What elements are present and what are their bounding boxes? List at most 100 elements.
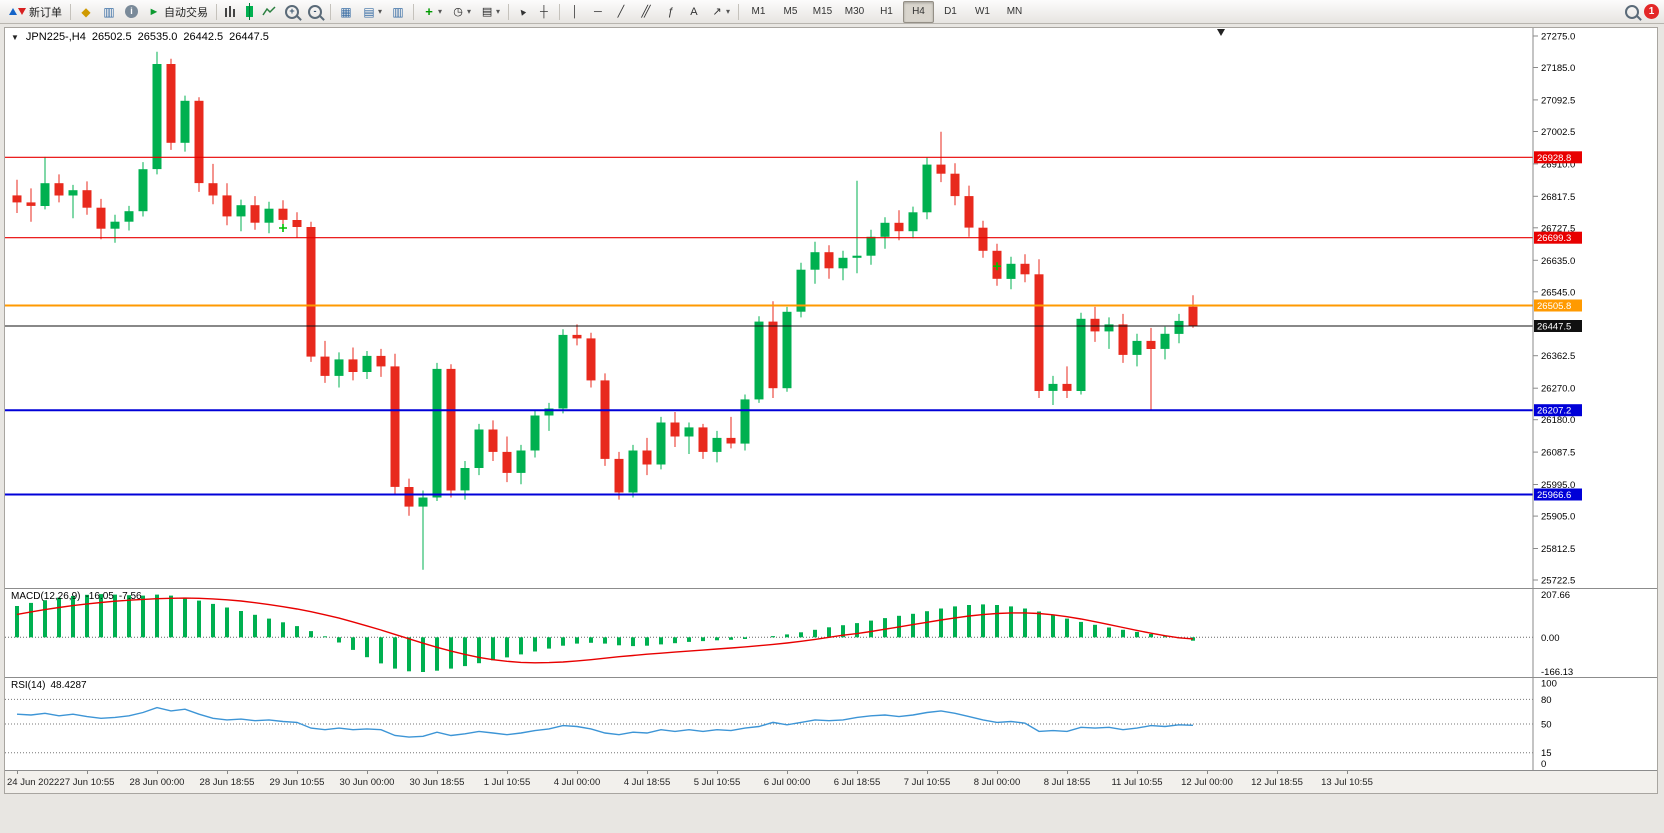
toolbar-separator — [737, 3, 739, 20]
notification-badge[interactable]: 1 — [1644, 4, 1659, 19]
new-order-button[interactable]: 新订单 — [5, 1, 66, 23]
time-axis-tick — [1277, 771, 1278, 774]
channel-button[interactable]: ╱╱ — [633, 1, 659, 23]
ohlc-open: 26502.5 — [91, 31, 132, 43]
timeframe-button-w1[interactable]: W1 — [974, 6, 990, 17]
zoom-out-button[interactable]: - — [304, 1, 326, 23]
periods-button[interactable]: ◷ ▾ — [447, 1, 475, 23]
svg-text:27185.0: 27185.0 — [1541, 63, 1575, 74]
arrows-button[interactable]: ↗ ▾ — [706, 1, 734, 23]
candlestick-button[interactable] — [242, 1, 257, 23]
macd-value-signal: -7.56 — [118, 591, 142, 602]
tile-windows-button[interactable]: ▦ — [335, 1, 357, 23]
cascade-windows-button[interactable]: ▤ ▾ — [358, 1, 386, 23]
indicators-button[interactable]: + ▾ — [418, 1, 446, 23]
svg-text:25966.6: 25966.6 — [1537, 490, 1571, 501]
timeframe-button-h4[interactable]: H4 — [902, 0, 934, 23]
timeframe-button-h1[interactable]: H1 — [880, 6, 893, 17]
line-chart-button[interactable] — [258, 1, 280, 23]
bar-chart-button[interactable] — [221, 1, 241, 23]
new-order-icon — [9, 8, 26, 15]
toolbar-separator — [216, 3, 217, 20]
timeframe-button-m5[interactable]: M5 — [783, 6, 798, 17]
bar-chart-icon — [225, 6, 237, 17]
chart-window: ▼ JPN225-,H4 26502.5 26535.0 26442.5 264… — [4, 27, 1658, 794]
text-tool-icon: A — [690, 5, 698, 18]
svg-text:25995.0: 25995.0 — [1541, 480, 1575, 491]
help-icon: i — [125, 5, 138, 18]
time-axis-label: 6 Jul 00:00 — [763, 777, 811, 788]
metaeditor-icon: ◆ — [81, 4, 91, 19]
search-button[interactable] — [1621, 1, 1643, 23]
toolbar-separator — [558, 3, 560, 20]
svg-text:25905.0: 25905.0 — [1541, 512, 1575, 523]
symbol-period-label: JPN225-,H4 — [25, 31, 86, 43]
zoom-in-button[interactable]: + — [281, 1, 303, 23]
timeframe-button-m30[interactable]: M30 — [844, 6, 865, 17]
time-axis-tick — [1137, 771, 1138, 774]
timeframe-button-d1[interactable]: D1 — [944, 6, 957, 17]
rsi-plot[interactable]: 100 80 50 15 0 — [5, 678, 1657, 770]
macd-plot[interactable]: 207.66 0.00 -166.13 — [5, 589, 1657, 677]
svg-text:26545.0: 26545.0 — [1541, 287, 1575, 298]
vertical-line-button[interactable]: │ — [564, 1, 586, 23]
timeframe-button-mn[interactable]: MN — [1006, 6, 1023, 17]
timeframe-button-m15[interactable]: M15 — [812, 6, 833, 17]
time-axis-tick — [577, 771, 578, 774]
market-watch-button[interactable]: ▥ — [98, 1, 120, 23]
svg-text:26928.8: 26928.8 — [1537, 153, 1571, 164]
time-axis-label: 28 Jun 00:00 — [129, 777, 185, 788]
templates-icon: ▤ — [481, 5, 493, 18]
rsi-header-overlay: RSI(14) 48.4287 — [11, 680, 87, 691]
horizontal-line-button[interactable]: ─ — [587, 1, 609, 23]
chart-header-overlay: ▼ JPN225-,H4 26502.5 26535.0 26442.5 264… — [11, 31, 269, 43]
time-axis-tick — [437, 771, 438, 774]
time-axis-label: 24 Jun 2022 — [7, 777, 60, 788]
dropdown-icon: ▾ — [378, 7, 383, 16]
toolbar-separator — [413, 3, 415, 20]
help-button[interactable]: i — [121, 1, 142, 23]
dropdown-icon: ▾ — [467, 7, 472, 16]
cascade-windows-icon: ▤ — [363, 4, 375, 19]
cursor-icon: ▲ — [515, 4, 530, 19]
time-axis-tick — [367, 771, 368, 774]
svg-text:50: 50 — [1541, 720, 1552, 731]
svg-text:207.66: 207.66 — [1541, 590, 1570, 601]
svg-text:26087.5: 26087.5 — [1541, 448, 1575, 459]
cursor-button[interactable]: ▲ — [513, 1, 532, 23]
channel-icon: ╱╱ — [641, 5, 650, 18]
time-axis-tick — [717, 771, 718, 774]
fibonacci-button[interactable]: ƒ — [660, 1, 682, 23]
rsi-label: RSI(14) — [11, 680, 46, 691]
time-axis-tick — [1347, 771, 1348, 774]
macd-panel[interactable]: MACD(12,26,9) -16.05 -7.56 207.66 0.00 -16… — [5, 588, 1657, 677]
svg-text:27092.5: 27092.5 — [1541, 95, 1575, 106]
time-axis[interactable]: 24 Jun 2022 27 Jun 10:55 28 Jun 00:00 28 Ju… — [5, 770, 1657, 793]
main-chart-panel[interactable]: ▼ JPN225-,H4 26502.5 26535.0 26442.5 264… — [5, 28, 1657, 588]
time-axis-label: 12 Jul 18:55 — [1251, 777, 1303, 788]
text-tool-button[interactable]: A — [683, 1, 705, 23]
svg-text:26180.0: 26180.0 — [1541, 415, 1575, 426]
rsi-panel[interactable]: RSI(14) 48.4287 100 80 50 15 0 — [5, 677, 1657, 770]
time-axis-tick — [997, 771, 998, 774]
autotrading-button[interactable]: ► 自动交易 — [143, 1, 212, 23]
trendline-button[interactable]: ╱ — [610, 1, 632, 23]
crosshair-icon: ┼ — [540, 5, 548, 18]
macd-header-overlay: MACD(12,26,9) -16.05 -7.56 — [11, 591, 142, 602]
svg-text:0: 0 — [1541, 759, 1546, 770]
window-list-button[interactable]: ▥ — [387, 1, 409, 23]
templates-button[interactable]: ▤ ▾ — [476, 1, 504, 23]
svg-text:27275.0: 27275.0 — [1541, 32, 1575, 43]
metaeditor-button[interactable]: ◆ — [75, 1, 97, 23]
symbol-dropdown-icon[interactable]: ▼ — [11, 32, 19, 42]
main-chart-plot[interactable]: 27275.0 27185.0 27092.5 27002.5 26910.0 26817… — [5, 28, 1657, 588]
svg-text:0.00: 0.00 — [1541, 633, 1560, 644]
time-axis-label: 30 Jun 00:00 — [339, 777, 395, 788]
crosshair-button[interactable]: ┼ — [533, 1, 555, 23]
window-list-icon: ▥ — [392, 4, 404, 19]
time-axis-label: 4 Jul 18:55 — [623, 777, 671, 788]
timeframe-button-m1[interactable]: M1 — [751, 6, 766, 17]
ohlc-high: 26535.0 — [137, 31, 178, 43]
dropdown-icon: ▾ — [438, 7, 443, 16]
